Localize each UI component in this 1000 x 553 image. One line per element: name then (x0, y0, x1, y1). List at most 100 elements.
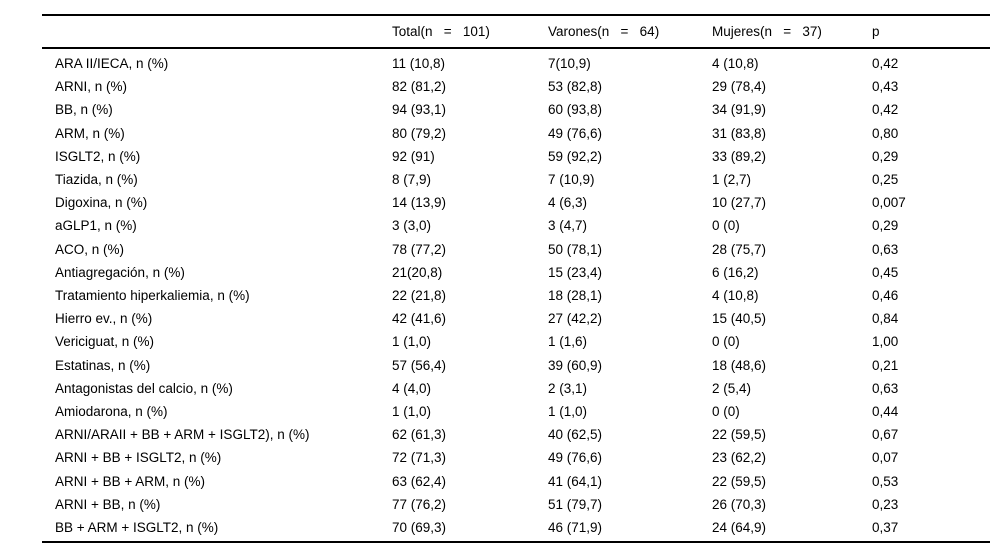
treatments-by-sex-table: Total(n = 101) Varones(n = 64) Mujeres(n… (42, 14, 990, 544)
cell-mujeres-value: 1 (2,7) (712, 172, 752, 188)
cell-treatment-label: ARNI + BB, n (%) (55, 496, 161, 512)
cell-treatment-label: ARNI, n (%) (55, 79, 128, 95)
cell-treatment-label: Tiazida, n (%) (55, 172, 138, 188)
table-row: ACO, n (%) 78 (77,2) 50 (78,1) 28 (75,7)… (42, 238, 990, 261)
table-row: ISGLT2, n (%) 92 (91) 59 (92,2) 33 (89,2… (42, 145, 990, 168)
cell-treatment-label: BB, n (%) (55, 102, 113, 118)
cell-p-value: 0,80 (872, 125, 899, 141)
cell-p-value: 0,37 (872, 520, 899, 536)
cell-mujeres-value: 33 (89,2) (712, 148, 767, 164)
cell-treatment-label: Amiodarona, n (%) (55, 404, 168, 420)
cell-mujeres-value: 4 (10,8) (712, 56, 759, 71)
cell-varones-value: 46 (71,9) (548, 520, 603, 536)
cell-p-value: 0,63 (872, 241, 899, 257)
table-row: Antagonistas del calcio, n (%) 4 (4,0) 2… (42, 377, 990, 400)
cell-p-value: 0,53 (872, 473, 899, 489)
column-header-p: p (872, 15, 990, 49)
treatments-table-container: Total(n = 101) Varones(n = 64) Mujeres(n… (42, 14, 990, 544)
table-row: Amiodarona, n (%) 1 (1,0) 1 (1,0) 0 (0) … (42, 400, 990, 423)
cell-treatment-label: ARA II/IECA, n (%) (55, 56, 169, 71)
cell-p-value: 0,46 (872, 288, 899, 304)
cell-varones-value: 7 (10,9) (548, 172, 595, 188)
table-row: BB, n (%) 94 (93,1) 60 (93,8) 34 (91,9) … (42, 98, 990, 121)
cell-varones-value: 4 (6,3) (548, 195, 588, 211)
cell-p-value: 0,63 (872, 380, 899, 396)
table-body: ARA II/IECA, n (%) 11 (10,8) 7(10,9) 4 (… (42, 48, 990, 542)
cell-treatment-label: ARNI + BB + ARM, n (%) (55, 473, 206, 489)
table-row: Vericiguat, n (%) 1 (1,0) 1 (1,6) 0 (0) … (42, 330, 990, 353)
cell-varones-value: 41 (64,1) (548, 473, 603, 489)
cell-mujeres-value: 10 (27,7) (712, 195, 767, 211)
cell-mujeres-value: 6 (16,2) (712, 264, 759, 280)
cell-p-value: 0,29 (872, 218, 899, 234)
cell-total-value: 4 (4,0) (392, 380, 432, 396)
table-row: ARNI + BB + ISGLT2, n (%) 72 (71,3) 49 (… (42, 446, 990, 469)
cell-varones-value: 1 (1,0) (548, 404, 588, 420)
cell-mujeres-value: 22 (59,5) (712, 473, 767, 489)
cell-treatment-label: Antagonistas del calcio, n (%) (55, 380, 233, 396)
cell-p-value: 0,007 (872, 195, 906, 211)
cell-varones-value: 51 (79,7) (548, 496, 603, 512)
cell-treatment-label: Digoxina, n (%) (55, 195, 148, 211)
cell-treatment-label: Estatinas, n (%) (55, 357, 151, 373)
cell-mujeres-value: 0 (0) (712, 404, 740, 420)
cell-varones-value: 49 (76,6) (548, 125, 603, 141)
cell-mujeres-value: 31 (83,8) (712, 125, 767, 141)
cell-treatment-label: ISGLT2, n (%) (55, 148, 141, 164)
cell-treatment-label: Hierro ev., n (%) (55, 311, 153, 327)
cell-total-value: 21(20,8) (392, 264, 443, 280)
cell-treatment-label: ARNI/ARAII + BB + ARM + ISGLT2), n (%) (55, 427, 310, 443)
column-header-varones: Varones(n = 64) (548, 15, 712, 49)
table-row: ARNI + BB + ARM, n (%) 63 (62,4) 41 (64,… (42, 470, 990, 493)
cell-varones-value: 3 (4,7) (548, 218, 588, 234)
cell-total-value: 82 (81,2) (392, 79, 447, 95)
cell-total-value: 1 (1,0) (392, 334, 432, 350)
cell-varones-value: 40 (62,5) (548, 427, 603, 443)
cell-mujeres-value: 26 (70,3) (712, 496, 767, 512)
table-row: ARNI, n (%) 82 (81,2) 53 (82,8) 29 (78,4… (42, 75, 990, 98)
cell-mujeres-value: 0 (0) (712, 334, 740, 350)
cell-varones-value: 27 (42,2) (548, 311, 603, 327)
cell-mujeres-value: 4 (10,8) (712, 288, 759, 304)
table-row: ARM, n (%) 80 (79,2) 49 (76,6) 31 (83,8)… (42, 122, 990, 145)
cell-mujeres-value: 2 (5,4) (712, 380, 752, 396)
cell-p-value: 0,07 (872, 450, 899, 466)
cell-total-value: 92 (91) (392, 148, 435, 164)
table-row: ARNI/ARAII + BB + ARM + ISGLT2), n (%) 6… (42, 423, 990, 446)
cell-varones-value: 7(10,9) (548, 56, 591, 71)
cell-total-value: 78 (77,2) (392, 241, 447, 257)
cell-total-value: 57 (56,4) (392, 357, 447, 373)
cell-varones-value: 50 (78,1) (548, 241, 603, 257)
cell-total-value: 8 (7,9) (392, 172, 432, 188)
cell-p-value: 0,25 (872, 172, 899, 188)
table-row: aGLP1, n (%) 3 (3,0) 3 (4,7) 0 (0) 0,29 (42, 214, 990, 237)
cell-mujeres-value: 34 (91,9) (712, 102, 767, 118)
cell-mujeres-value: 29 (78,4) (712, 79, 767, 95)
cell-varones-value: 15 (23,4) (548, 264, 603, 280)
cell-varones-value: 53 (82,8) (548, 79, 603, 95)
cell-total-value: 63 (62,4) (392, 473, 447, 489)
table-row: ARA II/IECA, n (%) 11 (10,8) 7(10,9) 4 (… (42, 48, 990, 75)
cell-mujeres-value: 15 (40,5) (712, 311, 767, 327)
cell-treatment-label: BB + ARM + ISGLT2, n (%) (55, 520, 219, 536)
cell-total-value: 3 (3,0) (392, 218, 432, 234)
cell-mujeres-value: 23 (62,2) (712, 450, 767, 466)
cell-total-value: 1 (1,0) (392, 404, 432, 420)
table-row: Hierro ev., n (%) 42 (41,6) 27 (42,2) 15… (42, 307, 990, 330)
cell-p-value: 0,84 (872, 311, 899, 327)
cell-varones-value: 39 (60,9) (548, 357, 603, 373)
cell-p-value: 0,23 (872, 496, 899, 512)
cell-total-value: 70 (69,3) (392, 520, 447, 536)
cell-total-value: 94 (93,1) (392, 102, 447, 118)
cell-total-value: 80 (79,2) (392, 125, 447, 141)
cell-p-value: 0,43 (872, 79, 899, 95)
cell-total-value: 14 (13,9) (392, 195, 447, 211)
cell-p-value: 0,45 (872, 264, 899, 280)
cell-p-value: 0,67 (872, 427, 899, 443)
cell-p-value: 1,00 (872, 334, 899, 350)
header-row: Total(n = 101) Varones(n = 64) Mujeres(n… (42, 15, 990, 49)
cell-treatment-label: aGLP1, n (%) (55, 218, 137, 234)
cell-mujeres-value: 0 (0) (712, 218, 740, 234)
cell-varones-value: 18 (28,1) (548, 288, 603, 304)
cell-total-value: 72 (71,3) (392, 450, 447, 466)
